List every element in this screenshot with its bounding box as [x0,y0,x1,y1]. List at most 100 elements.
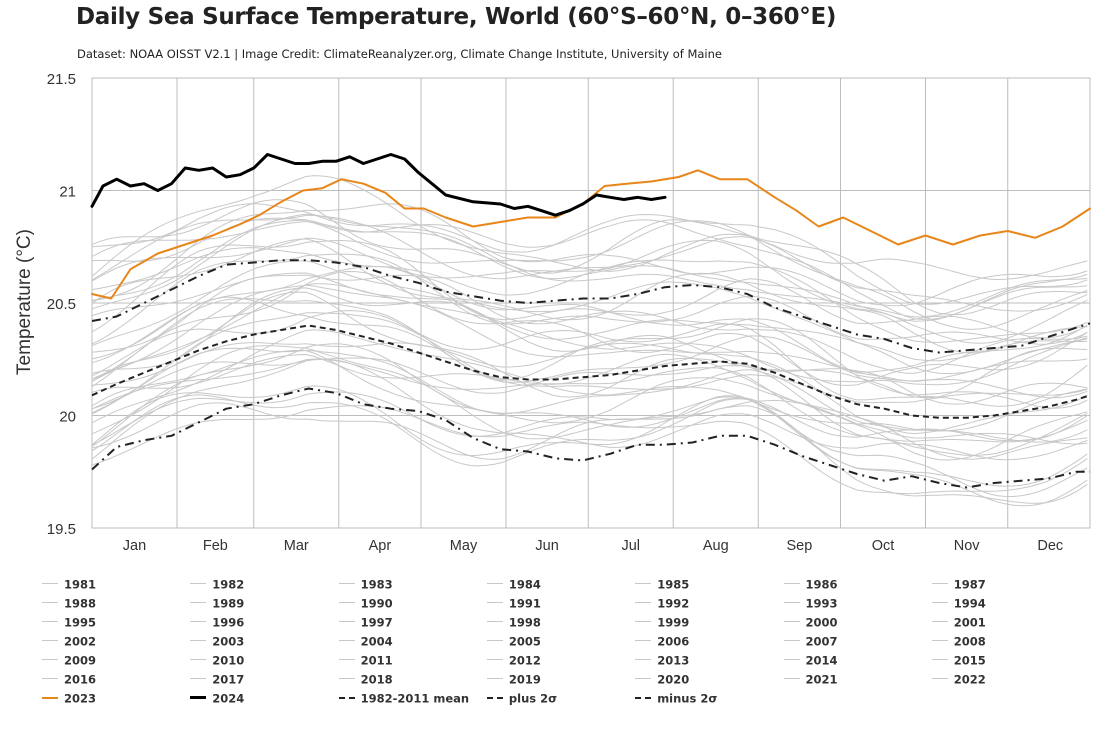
legend-label: 2024 [212,691,245,706]
year-line-2018 [91,203,1088,307]
legend-swatch [338,678,355,679]
legend-item[interactable]: 2001 [931,614,986,630]
year-line-2004 [91,270,1088,388]
legend-swatch [931,659,948,660]
legend-label: 1992 [657,596,690,611]
legend-item[interactable]: 2002 [42,633,96,649]
legend-item[interactable]: 1996 [190,614,244,630]
x-tick-label: Aug [703,538,729,554]
year-line-2006 [91,265,1088,373]
legend-item[interactable]: 1995 [42,614,96,630]
legend-label: 2013 [657,653,690,668]
legend-label: 1997 [360,615,393,630]
legend-item[interactable]: 1989 [190,595,244,611]
legend-item[interactable]: 2003 [190,633,244,649]
legend-swatch [486,640,503,641]
legend-label: 2019 [508,672,541,687]
legend-item[interactable]: 2020 [635,671,689,687]
legend-item[interactable]: 2017 [190,671,244,687]
legend-swatch [42,696,58,699]
legend-item[interactable]: 1985 [635,576,689,592]
legend-swatch [42,621,58,622]
x-tick-label: Feb [203,538,228,554]
legend-item[interactable]: 2009 [42,652,96,668]
legend-item[interactable]: 2014 [783,652,838,668]
legend-label: 2009 [64,653,97,668]
legend-item[interactable]: 2000 [783,614,838,630]
legend-item[interactable]: 2023 [42,690,96,706]
legend-item[interactable]: 2012 [486,652,541,668]
legend-item[interactable]: 1999 [635,614,689,630]
year-line-2009 [91,272,1088,375]
year-line-1987 [91,349,1088,460]
legend-item[interactable]: 2015 [931,652,986,668]
legend-item[interactable]: 1984 [486,576,541,592]
legend-item[interactable]: 1986 [783,576,838,592]
legend-item[interactable]: 1987 [931,576,986,592]
chart-plot: Temperature (°C) 19.5 20 20.5 21 21.5 Jan Feb M… [14,71,1091,554]
legend-label: plus 2σ [508,691,558,706]
legend-item[interactable]: 2011 [338,652,393,668]
legend-item[interactable]: 2021 [783,671,838,687]
legend-item[interactable]: 2018 [338,671,393,687]
legend-item[interactable]: 2013 [635,652,689,668]
legend-item[interactable]: 2022 [931,671,986,687]
year-line-2014 [91,219,1088,322]
year-line-2021 [91,203,1088,305]
legend-label: 2011 [360,653,393,668]
legend-swatch [931,621,948,622]
legend-item[interactable]: 1994 [931,595,986,611]
legend-swatch [338,640,355,641]
legend-label: 1996 [212,615,245,630]
legend-label: 2023 [64,691,97,706]
legend-item[interactable]: 2008 [931,633,986,649]
legend-item[interactable]: minus 2σ [635,690,717,706]
legend-item[interactable]: 2004 [338,633,393,649]
legend-label: 2002 [64,634,97,649]
legend-label: 2017 [212,672,245,687]
legend-swatch [931,583,948,584]
legend-label: 1993 [805,596,838,611]
legend-item[interactable]: 2005 [486,633,541,649]
x-tick-label: Jan [123,538,146,554]
legend-item[interactable]: 2016 [42,671,96,687]
x-tick-label: Oct [872,538,895,554]
legend-label: 2012 [508,653,541,668]
legend-label: 1991 [508,596,541,611]
legend-label: 1983 [360,577,393,592]
legend-swatch [783,678,800,679]
legend-item[interactable]: 1982 [190,576,244,592]
legend-item[interactable]: 1992 [635,595,689,611]
legend-item[interactable]: 1993 [783,595,838,611]
y-tick-label: 20.5 [47,296,76,313]
legend-swatch [42,678,58,679]
legend-item[interactable]: 1988 [42,595,96,611]
x-tick-label: May [450,538,478,554]
legend-item[interactable]: plus 2σ [486,690,558,706]
legend-label: 2014 [805,653,838,668]
series-line-minus-2sigma [91,387,1090,489]
legend-item[interactable]: 1997 [338,614,393,630]
legend-item[interactable]: 1981 [42,576,96,592]
year-line-2005 [91,260,1088,362]
legend-item[interactable]: 2024 [190,690,244,706]
year-line-2022 [91,175,1088,281]
legend-swatch [42,659,58,660]
legend-item[interactable]: 1991 [486,595,541,611]
legend-swatch [783,602,800,603]
legend-item[interactable]: 1998 [486,614,541,630]
legend-item[interactable]: 2010 [190,652,244,668]
x-tick-label: Apr [369,538,392,554]
legend-item[interactable]: 1982-2011 mean [338,690,469,706]
legend-item[interactable]: 2019 [486,671,541,687]
legend-item[interactable]: 1983 [338,576,393,592]
legend-swatch [190,640,207,641]
legend-label: 2008 [953,634,986,649]
legend-swatch [190,678,207,679]
legend-item[interactable]: 2006 [635,633,689,649]
legend-label: 2003 [212,634,245,649]
legend-swatch [635,696,652,699]
legend-item[interactable]: 1990 [338,595,393,611]
year-line-1991 [91,357,1088,443]
legend-item[interactable]: 2007 [783,633,838,649]
